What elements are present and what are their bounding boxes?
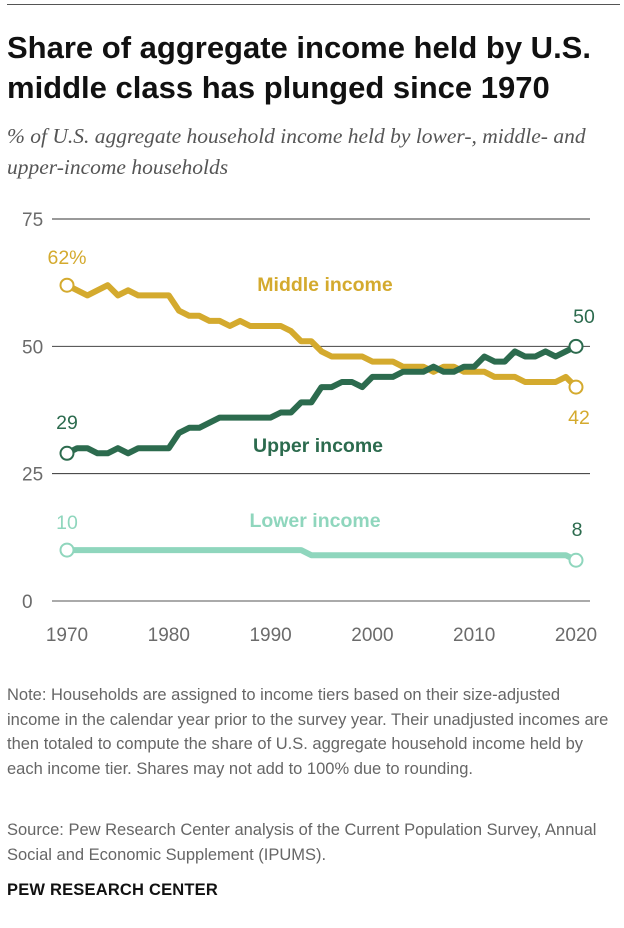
x-tick-label-1970: 1970 [46,625,88,646]
x-tick-label-1990: 1990 [249,625,291,646]
series-layer [64,282,579,564]
y-tick-label-0: 0 [22,592,33,613]
top-rule [7,4,620,5]
y-tick-label-75: 75 [22,210,43,231]
middle-income-name-label: Middle income [257,274,393,296]
footnote: Note: Households are assigned to income … [7,686,609,778]
y-tick-label-50: 50 [22,337,43,358]
upper-income-start-value-label: 29 [56,412,78,434]
x-tick-label-1980: 1980 [148,625,190,646]
tick-layer: 0 25 50 75 1970 1980 1990 2000 2010 2020 [22,210,597,646]
middle-income-end-value-label: 42 [568,407,590,429]
middle-income-line [64,282,579,391]
marker-layer [59,277,584,568]
lower-income-line [64,547,579,564]
source-note: Source: Pew Research Center analysis of … [7,821,597,864]
x-tick-label-2010: 2010 [453,625,495,646]
lower-income-end-value-label: 8 [572,519,583,541]
upper-income-end-marker [568,338,584,354]
pew-logo: PEW RESEARCH CENTER [7,881,218,899]
y-tick-label-25: 25 [22,465,43,486]
label-layer: Middle income 62% 42 Upper income 29 50 Lower … [47,247,595,541]
lower-income-name-label: Lower income [249,510,380,532]
upper-income-start-marker [59,445,75,461]
x-tick-label-2000: 2000 [351,625,393,646]
middle-income-start-marker [59,277,75,293]
chart-title: Share of aggregate income held by U.S. m… [7,30,591,105]
upper-income-end-value-label: 50 [573,306,595,328]
x-tick-label-2020: 2020 [555,625,597,646]
middle-income-start-value-label: 62% [47,247,86,269]
chart-subtitle: % of U.S. aggregate household income hel… [7,124,586,179]
lower-income-start-value-label: 10 [56,512,78,534]
grid-layer [52,218,590,602]
line-chart: 0 25 50 75 1970 1980 1990 2000 2010 2020 Middle i… [22,210,597,646]
middle-income-end-marker [568,379,584,395]
lower-income-end-marker [568,552,584,568]
lower-income-start-marker [59,542,75,558]
upper-income-name-label: Upper income [253,435,383,457]
upper-income-line [64,343,579,457]
